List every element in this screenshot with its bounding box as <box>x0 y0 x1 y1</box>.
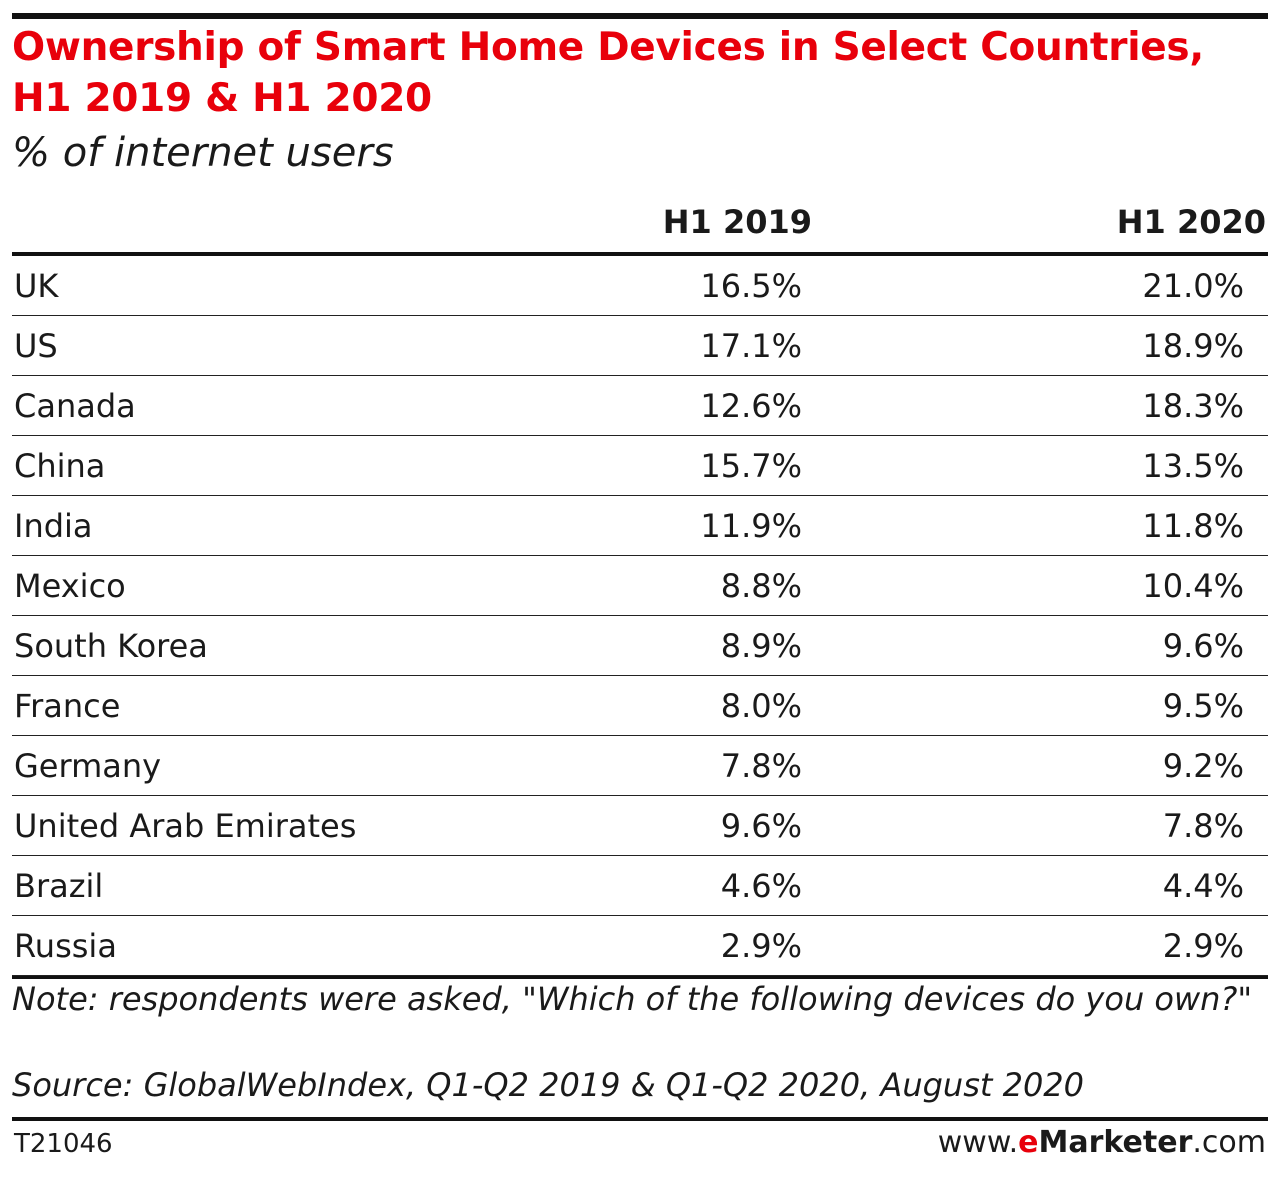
row-country: Russia <box>14 927 117 965</box>
chart-title: Ownership of Smart Home Devices in Selec… <box>12 25 1204 121</box>
cell-h1-2019: 8.9% <box>720 627 802 665</box>
chart-subtitle: % of internet users <box>12 130 394 176</box>
table-body: UK 16.5% 21.0% US 17.1% 18.9% Canada 12.6% 18.3%… <box>12 256 1268 976</box>
cell-h1-2019: 8.8% <box>720 567 802 605</box>
cell-h1-2019: 7.8% <box>720 747 802 785</box>
row-country: China <box>14 447 106 485</box>
row-country: Mexico <box>14 567 126 605</box>
cell-h1-2020: 9.2% <box>1162 747 1244 785</box>
source-text: Source: GlobalWebIndex, Q1-Q2 2019 & Q1-… <box>12 1066 1085 1104</box>
cell-h1-2020: 10.4% <box>1142 567 1244 605</box>
cell-h1-2019: 17.1% <box>700 327 802 365</box>
row-country: Germany <box>14 747 162 785</box>
table-row: UK 16.5% 21.0% <box>12 256 1268 316</box>
table-row: Russia 2.9% 2.9% <box>12 916 1268 976</box>
column-header-h1-2020: H1 2020 <box>1116 203 1266 241</box>
cell-h1-2019: 9.6% <box>720 807 802 845</box>
chart-code: T21046 <box>14 1129 113 1159</box>
top-rule <box>12 13 1268 19</box>
table-row: China 15.7% 13.5% <box>12 436 1268 496</box>
table-row: Germany 7.8% 9.2% <box>12 736 1268 796</box>
table-header: H1 2019 H1 2020 <box>12 196 1268 248</box>
row-country: United Arab Emirates <box>14 807 357 845</box>
cell-h1-2020: 11.8% <box>1142 507 1244 545</box>
cell-h1-2020: 9.6% <box>1162 627 1244 665</box>
cell-h1-2020: 7.8% <box>1162 807 1244 845</box>
cell-h1-2020: 21.0% <box>1142 267 1244 305</box>
cell-h1-2019: 2.9% <box>720 927 802 965</box>
cell-h1-2020: 18.3% <box>1142 387 1244 425</box>
row-country: Canada <box>14 387 136 425</box>
cell-h1-2019: 16.5% <box>700 267 802 305</box>
bottom-rule <box>12 976 1268 979</box>
row-country: UK <box>14 267 59 305</box>
cell-h1-2020: 4.4% <box>1162 867 1244 905</box>
table-row: Brazil 4.6% 4.4% <box>12 856 1268 916</box>
footer-rule <box>12 1117 1268 1121</box>
table-row: US 17.1% 18.9% <box>12 316 1268 376</box>
cell-h1-2019: 4.6% <box>720 867 802 905</box>
table-row: France 8.0% 9.5% <box>12 676 1268 736</box>
cell-h1-2019: 12.6% <box>700 387 802 425</box>
cell-h1-2019: 11.9% <box>700 507 802 545</box>
cell-h1-2020: 13.5% <box>1142 447 1244 485</box>
row-country: India <box>14 507 93 545</box>
cell-h1-2019: 8.0% <box>720 687 802 725</box>
note-text: Note: respondents were asked, "Which of … <box>12 980 1253 1018</box>
column-header-h1-2019: H1 2019 <box>662 203 812 241</box>
table-row: Mexico 8.8% 10.4% <box>12 556 1268 616</box>
brand-e: e <box>1018 1125 1039 1160</box>
row-country: South Korea <box>14 627 208 665</box>
row-country: US <box>14 327 58 365</box>
table-row: United Arab Emirates 9.6% 7.8% <box>12 796 1268 856</box>
brand-suffix: .com <box>1192 1125 1266 1160</box>
row-country: Brazil <box>14 867 104 905</box>
brand-name: Marketer <box>1038 1125 1193 1160</box>
header-rule <box>12 252 1268 256</box>
cell-h1-2020: 2.9% <box>1162 927 1244 965</box>
table-row: Canada 12.6% 18.3% <box>12 376 1268 436</box>
cell-h1-2020: 18.9% <box>1142 327 1244 365</box>
brand-prefix: www. <box>937 1125 1019 1160</box>
brand-logo: www.eMarketer.com <box>938 1122 1266 1164</box>
table-row: South Korea 8.9% 9.6% <box>12 616 1268 676</box>
cell-h1-2020: 9.5% <box>1162 687 1244 725</box>
cell-h1-2019: 15.7% <box>700 447 802 485</box>
row-country: France <box>14 687 121 725</box>
table-row: India 11.9% 11.8% <box>12 496 1268 556</box>
